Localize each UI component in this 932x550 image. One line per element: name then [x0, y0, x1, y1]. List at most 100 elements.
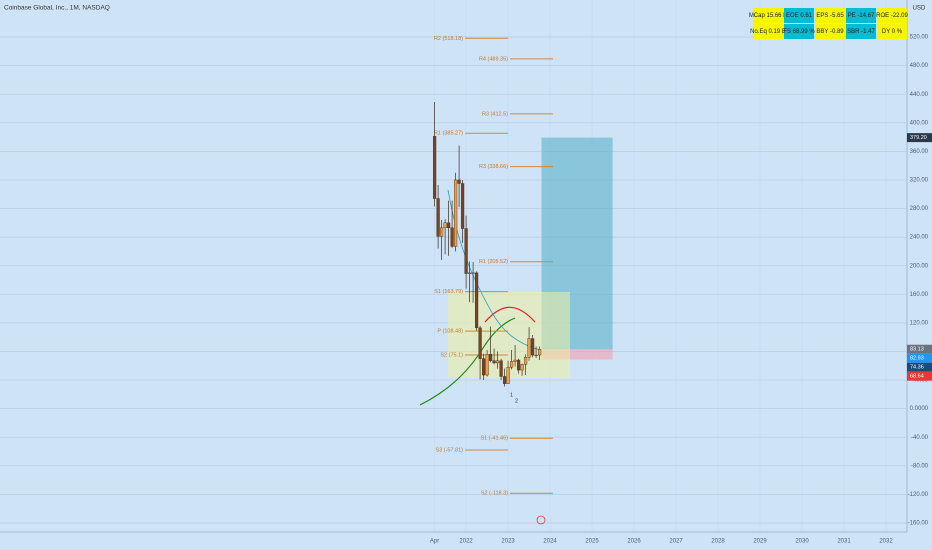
pivot-label: R1 (205.52) — [479, 259, 508, 265]
y-tick-label: 240.00 — [910, 235, 929, 241]
x-tick-label: Apr — [430, 539, 439, 545]
y-tick-label: 320.00 — [910, 178, 929, 184]
indicator-line — [419, 317, 516, 406]
candle-body — [530, 338, 535, 356]
candle-body — [453, 179, 458, 247]
stop-zone — [541, 349, 613, 360]
y-tick-label: -120.00 — [908, 492, 929, 498]
pivot-label: S3 (-57.81) — [435, 447, 463, 453]
pivot-label: P (108.48) — [437, 329, 463, 335]
y-tick-label: 360.00 — [910, 149, 929, 155]
info-cell-text: SBR -1.47 — [847, 29, 875, 35]
y-tick-label: 0.0000 — [910, 406, 929, 412]
info-cell — [877, 8, 907, 23]
candle-body — [527, 338, 531, 358]
candle-body — [478, 327, 482, 359]
info-cell — [753, 8, 783, 23]
x-tick-label: 2027 — [669, 539, 683, 545]
candle-body — [447, 222, 451, 229]
candle-body — [436, 198, 440, 237]
candle-body — [457, 179, 461, 184]
info-cell-text: EPS -5.65 — [816, 13, 844, 19]
range-box — [448, 292, 570, 378]
x-tick-label: 2024 — [543, 539, 557, 545]
info-cell — [877, 24, 907, 39]
candle-body — [464, 228, 468, 274]
chart-title: Coinbase Global, Inc., 1M, NASDAQ — [4, 5, 110, 12]
y-tick-label: 480.00 — [910, 63, 929, 69]
candle-body — [450, 227, 454, 247]
info-cell — [784, 8, 814, 23]
x-tick-label: 2028 — [711, 539, 725, 545]
candle-body — [443, 222, 447, 229]
candle-body — [467, 272, 472, 274]
info-cell-text: DY 0 % — [882, 29, 903, 35]
info-cell-text: PE -14.67 — [848, 13, 875, 19]
y-tick-label: 440.00 — [910, 92, 929, 98]
candle-body — [474, 272, 479, 329]
candle-body — [471, 272, 475, 274]
price-badge-label: 74.36 — [910, 365, 924, 371]
info-cell — [846, 8, 876, 23]
pivot-label: R2 (518.18) — [434, 36, 463, 42]
candle-body — [460, 183, 465, 229]
candle-body — [534, 354, 538, 357]
candle-body — [481, 358, 486, 376]
price-badge — [907, 344, 932, 354]
pivot-label: S2 (75.1) — [440, 352, 463, 358]
x-tick-label: 2032 — [879, 539, 893, 545]
candle-body — [502, 376, 507, 384]
candle-body — [506, 366, 510, 384]
info-cell-text: EOE 0.61 — [786, 13, 813, 19]
currency: USD — [913, 6, 926, 12]
pivot-label: R3 (338.66) — [479, 164, 508, 170]
candle-body — [440, 227, 444, 237]
indicator-line — [484, 306, 536, 323]
event-marker — [536, 515, 546, 525]
pivot-label: R4 (489.35) — [479, 56, 508, 62]
y-tick-label: -80.00 — [911, 463, 929, 469]
x-tick-label: 2026 — [627, 539, 641, 545]
pivot-label: S1 (163.79) — [434, 289, 463, 295]
price-badge-label: 379.20 — [910, 135, 927, 141]
y-tick-label: 400.00 — [910, 120, 929, 126]
info-cell — [815, 8, 845, 23]
x-tick-label: 2029 — [753, 539, 767, 545]
candle-body — [513, 359, 517, 362]
pattern-marker: 1 — [510, 392, 513, 398]
price-badge-label: 83.13 — [910, 347, 924, 353]
pivot-label: S1 (-41.46) — [480, 436, 508, 442]
x-tick-label: 2030 — [795, 539, 809, 545]
y-tick-label: 160.00 — [910, 292, 929, 298]
pivot-label: R3 (412.5) — [482, 111, 508, 117]
y-tick-label: 520.00 — [910, 35, 929, 41]
price-badge-label: 68.64 — [910, 374, 924, 380]
candle-body — [537, 349, 542, 356]
x-tick-label: 2031 — [837, 539, 851, 545]
candle-body — [488, 354, 493, 361]
price-badge — [907, 133, 932, 143]
candle-body — [499, 360, 503, 377]
y-tick-label: -160.00 — [908, 521, 929, 527]
y-tick-label: 120.00 — [910, 320, 929, 326]
x-tick-label: 2023 — [501, 539, 515, 545]
y-tick-label: 280.00 — [910, 206, 929, 212]
candle-body — [485, 354, 489, 376]
candle-body — [492, 360, 496, 364]
info-cell-text: No.Eq 0.19 B — [750, 29, 786, 35]
info-cell-text: BBY -0.89 — [816, 29, 844, 35]
price-badge — [907, 371, 932, 381]
y-tick-label: -40.00 — [911, 435, 929, 441]
candle-body — [433, 136, 437, 199]
x-tick-label: 2022 — [459, 539, 473, 545]
pattern-marker: 2 — [515, 398, 518, 404]
info-cell-text: MCap 15.66 B — [749, 13, 787, 19]
pivot-label: S2 (-118.3) — [481, 491, 508, 497]
candle-body — [520, 364, 524, 371]
y-tick-label: 200.00 — [910, 263, 929, 269]
info-cell-text: FS 68.99 % — [783, 29, 815, 35]
candle-body — [495, 360, 500, 364]
price-badge — [907, 353, 932, 363]
